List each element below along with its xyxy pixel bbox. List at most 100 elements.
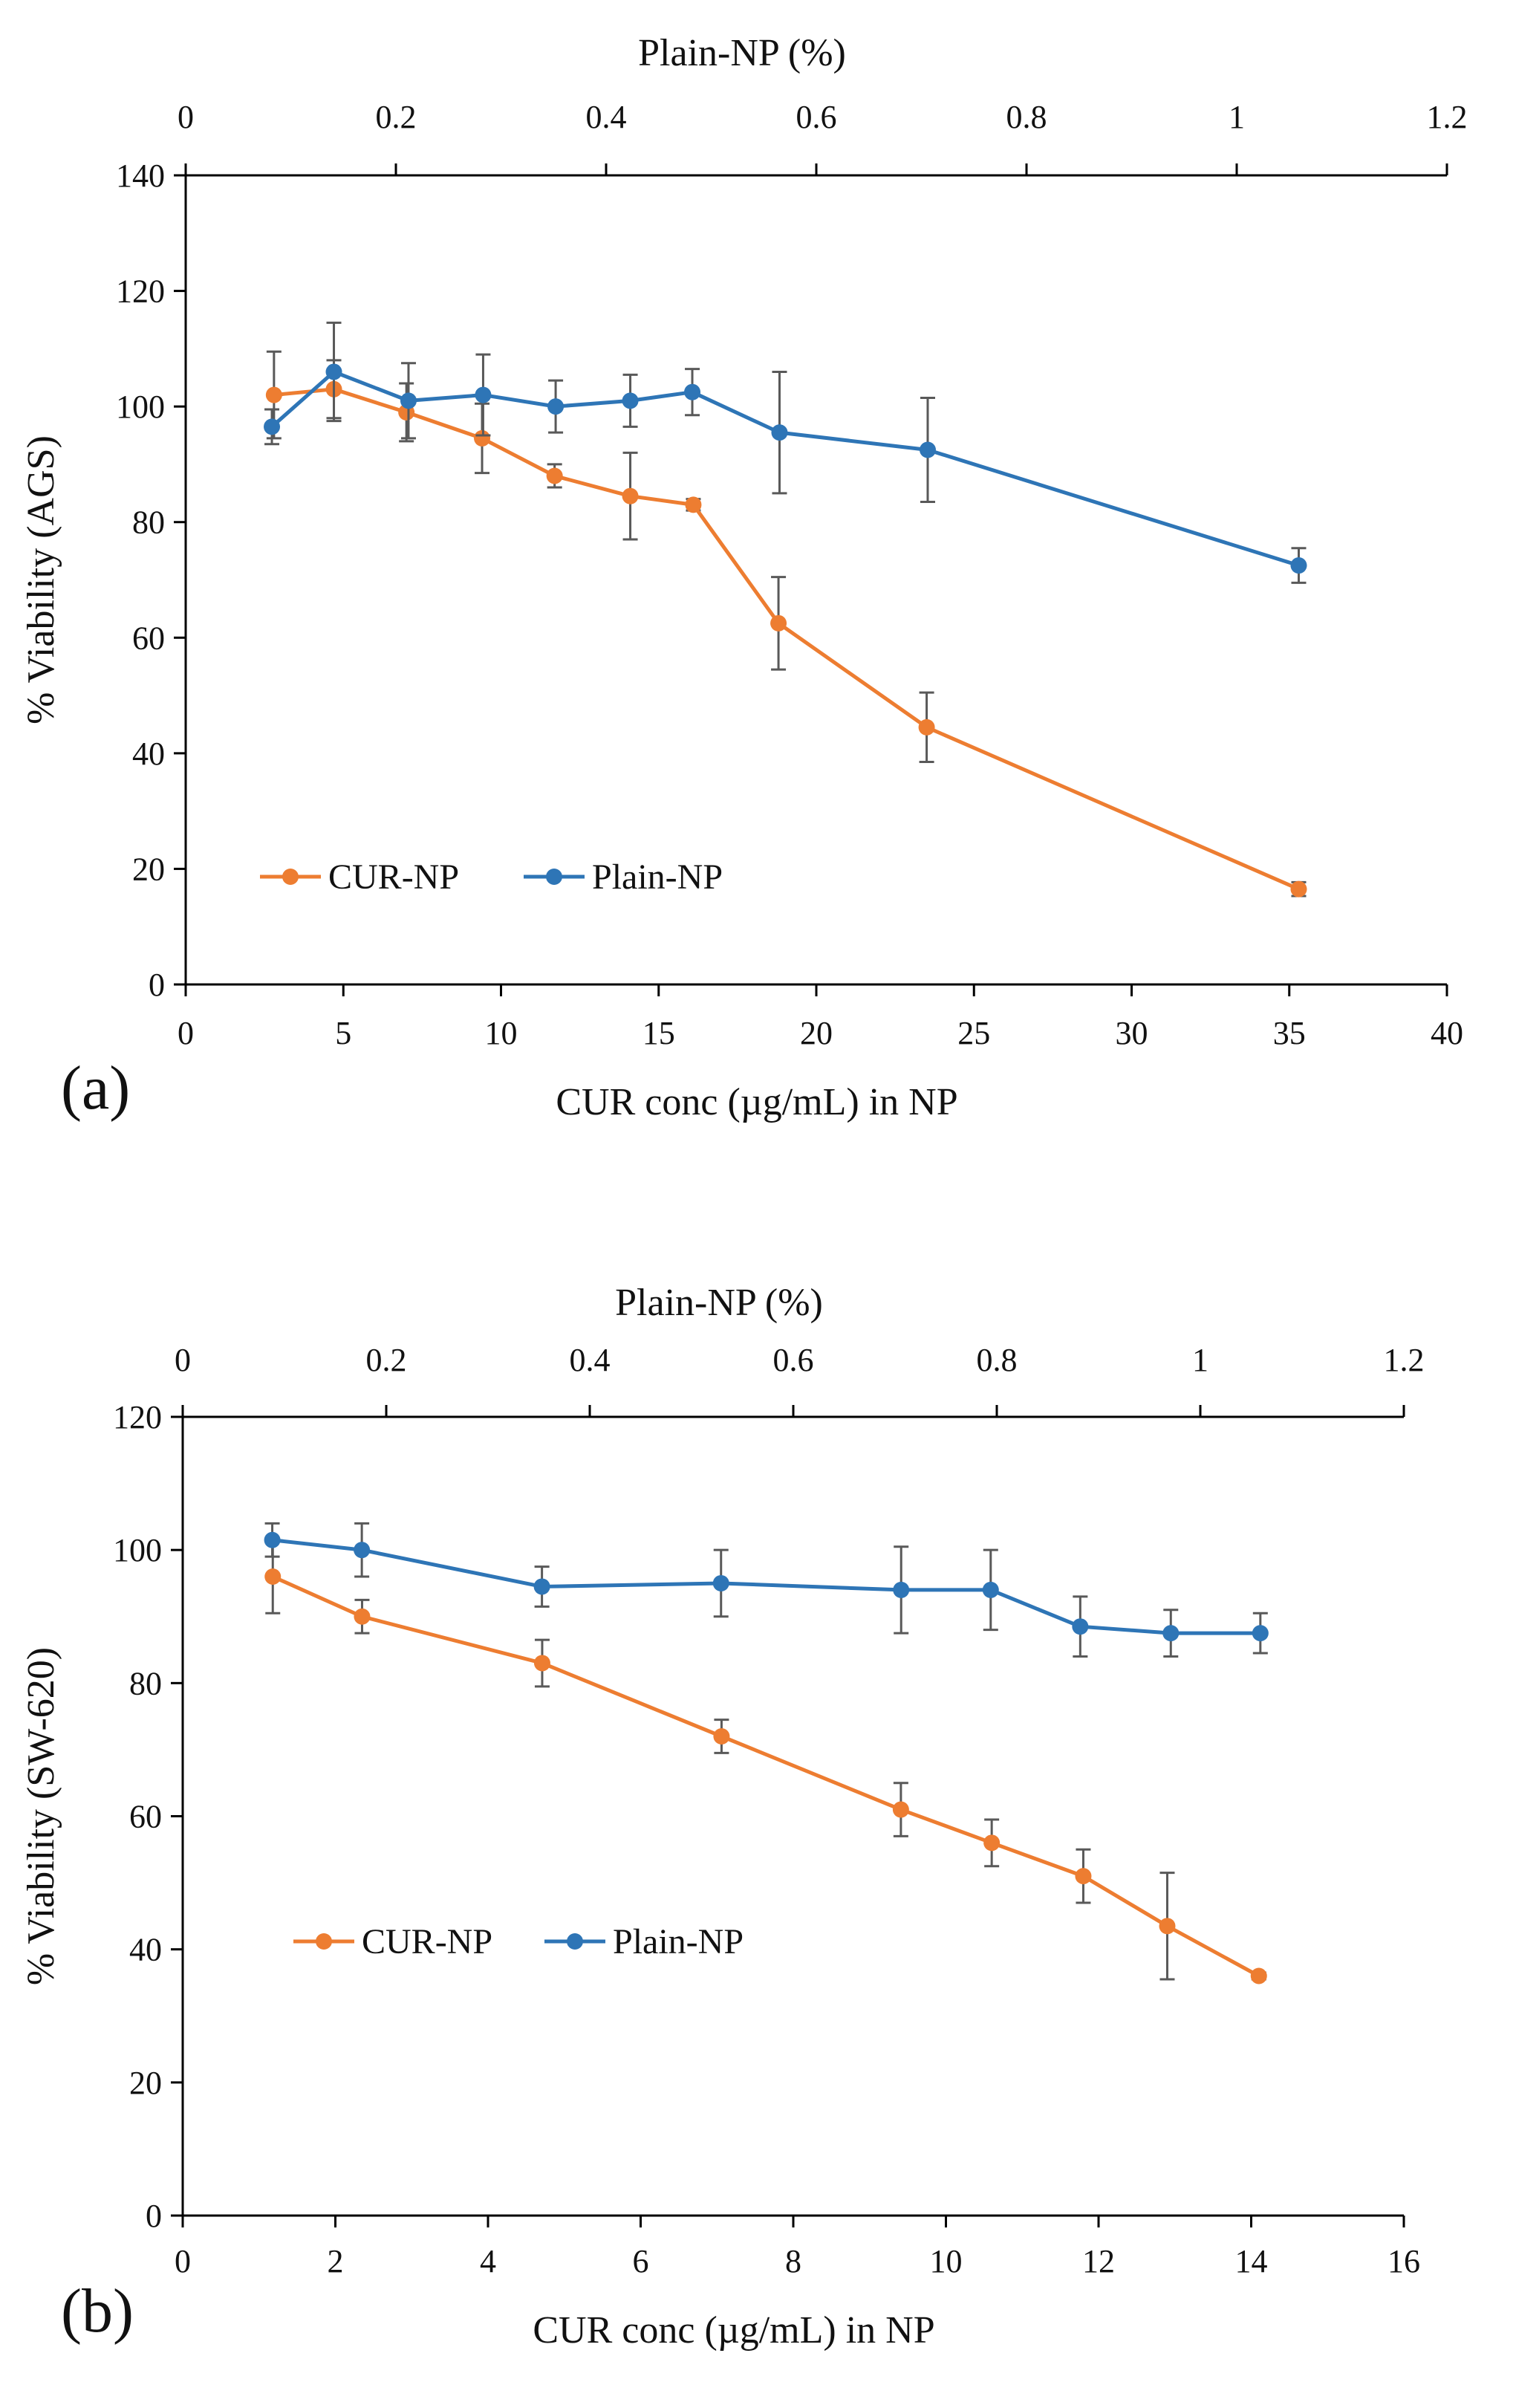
series-plain-np — [264, 1522, 1269, 1658]
legend-label: Plain-NP — [613, 1922, 744, 1961]
y-tick-label: 20 — [132, 851, 165, 887]
data-point — [546, 467, 563, 484]
x-tick-label: 2 — [328, 2243, 344, 2279]
x-tick-label: 35 — [1273, 1015, 1306, 1051]
x2-tick-label: 0.4 — [586, 99, 627, 135]
y-tick-label: 120 — [113, 1399, 162, 1435]
data-point — [264, 1531, 281, 1548]
y-tick-label: 60 — [129, 1799, 162, 1835]
data-point — [713, 1728, 730, 1745]
x2-tick-label: 0.8 — [977, 1342, 1018, 1378]
x2-axis-title: Plain-NP (%) — [615, 1282, 823, 1324]
data-point — [771, 424, 788, 441]
data-point — [533, 1655, 550, 1672]
x2-tick-label: 0 — [178, 99, 194, 135]
series-line — [272, 1574, 1260, 1978]
series-line — [273, 387, 1300, 891]
data-point — [1250, 1967, 1267, 1985]
data-point — [685, 496, 702, 513]
x-tick-label: 20 — [800, 1015, 833, 1051]
x2-tick-label: 0.6 — [796, 99, 837, 135]
data-point — [1252, 1625, 1269, 1642]
legend-label: CUR-NP — [328, 857, 459, 897]
x-tick-label: 15 — [642, 1015, 675, 1051]
y-tick-label: 20 — [129, 2065, 162, 2101]
data-point — [684, 383, 701, 400]
data-point — [892, 1801, 909, 1818]
y-axis-title: % Viability (SW-620) — [20, 1647, 62, 1985]
y-tick-label: 60 — [132, 620, 165, 656]
legend-item-cur-np: CUR-NP — [293, 1922, 492, 1961]
x-tick-label: 12 — [1082, 2243, 1115, 2279]
y-tick-label: 120 — [116, 273, 165, 310]
y-axis-title: % Viability (AGS) — [20, 435, 62, 724]
data-point — [919, 441, 936, 458]
x-tick-label: 6 — [633, 2243, 649, 2279]
y-tick-label: 100 — [116, 389, 165, 425]
x-tick-label: 10 — [930, 2243, 963, 2279]
data-point — [547, 398, 565, 415]
data-point — [264, 418, 281, 435]
y-tick-label: 40 — [129, 1932, 162, 1968]
series-line — [270, 369, 1300, 568]
panel-label: (a) — [61, 1054, 130, 1123]
data-point — [893, 1581, 910, 1598]
data-point — [770, 614, 787, 632]
x-tick-label: 40 — [1431, 1015, 1463, 1051]
chart-panel-b: 0 2 4 6 8 10 12 14 16 0 0.2 0.4 0.6 0.8 1 1.2 0 20 40 60 80 1… — [20, 1282, 1425, 2352]
data-point — [982, 1581, 999, 1598]
x-tick-label: 4 — [480, 2243, 496, 2279]
legend-marker — [282, 869, 299, 885]
data-point — [265, 386, 282, 403]
data-point — [325, 363, 342, 380]
x2-tick-label: 0 — [175, 1342, 191, 1378]
x-tick-label: 0 — [178, 1015, 194, 1051]
x2-tick-label: 1.2 — [1427, 99, 1468, 135]
x2-tick-label: 0.8 — [1006, 99, 1047, 135]
y-tick-label: 140 — [116, 158, 165, 194]
x2-tick-label: 0.4 — [570, 1342, 611, 1378]
series-cur-np — [264, 1539, 1267, 1985]
data-point — [533, 1578, 550, 1595]
y-tick-label: 100 — [113, 1532, 162, 1568]
x2-tick-label: 0.2 — [376, 99, 417, 135]
data-point — [622, 392, 639, 409]
data-point — [918, 718, 935, 736]
data-point — [354, 1542, 371, 1559]
x-tick-label: 5 — [335, 1015, 351, 1051]
data-point — [1290, 557, 1307, 574]
legend-marker — [316, 1933, 332, 1950]
legend-marker — [546, 869, 562, 885]
x2-tick-label: 1.2 — [1384, 1342, 1425, 1378]
y-tick-label: 80 — [129, 1665, 162, 1701]
data-point — [1159, 1918, 1176, 1935]
legend-item-plain-np: Plain-NP — [524, 857, 723, 897]
x-tick-label: 30 — [1116, 1015, 1148, 1051]
data-point — [474, 429, 491, 447]
y-tick-label: 80 — [132, 504, 165, 541]
y-tick-label: 0 — [149, 967, 165, 1003]
chart-panel-a: 0 5 10 15 20 25 30 35 40 0 0.2 0.4 0.6 0.8 1 1.2 0 20 40 60… — [20, 32, 1468, 1123]
x2-tick-label: 1 — [1192, 1342, 1208, 1378]
data-point — [475, 386, 492, 403]
series-plain-np — [264, 321, 1307, 584]
x-tick-label: 8 — [785, 2243, 801, 2279]
data-point — [983, 1834, 1001, 1852]
x-axis-title: CUR conc (µg/mL) in NP — [533, 2309, 934, 2352]
legend-item-plain-np: Plain-NP — [544, 1922, 744, 1961]
legend-item-cur-np: CUR-NP — [260, 857, 459, 897]
x-tick-label: 14 — [1235, 2243, 1268, 2279]
data-point — [1162, 1625, 1180, 1642]
y-tick-label: 0 — [146, 2198, 162, 2234]
legend-label: CUR-NP — [362, 1922, 492, 1961]
x2-tick-label: 0.6 — [773, 1342, 814, 1378]
legend-label: Plain-NP — [592, 857, 723, 897]
x-axis-title: CUR conc (µg/mL) in NP — [556, 1081, 957, 1123]
x-tick-label: 10 — [485, 1015, 518, 1051]
legend-marker — [567, 1933, 583, 1950]
x2-tick-label: 0.2 — [366, 1342, 407, 1378]
x-tick-label: 0 — [175, 2243, 191, 2279]
x-tick-label: 25 — [957, 1015, 990, 1051]
y-tick-label: 40 — [132, 736, 165, 772]
